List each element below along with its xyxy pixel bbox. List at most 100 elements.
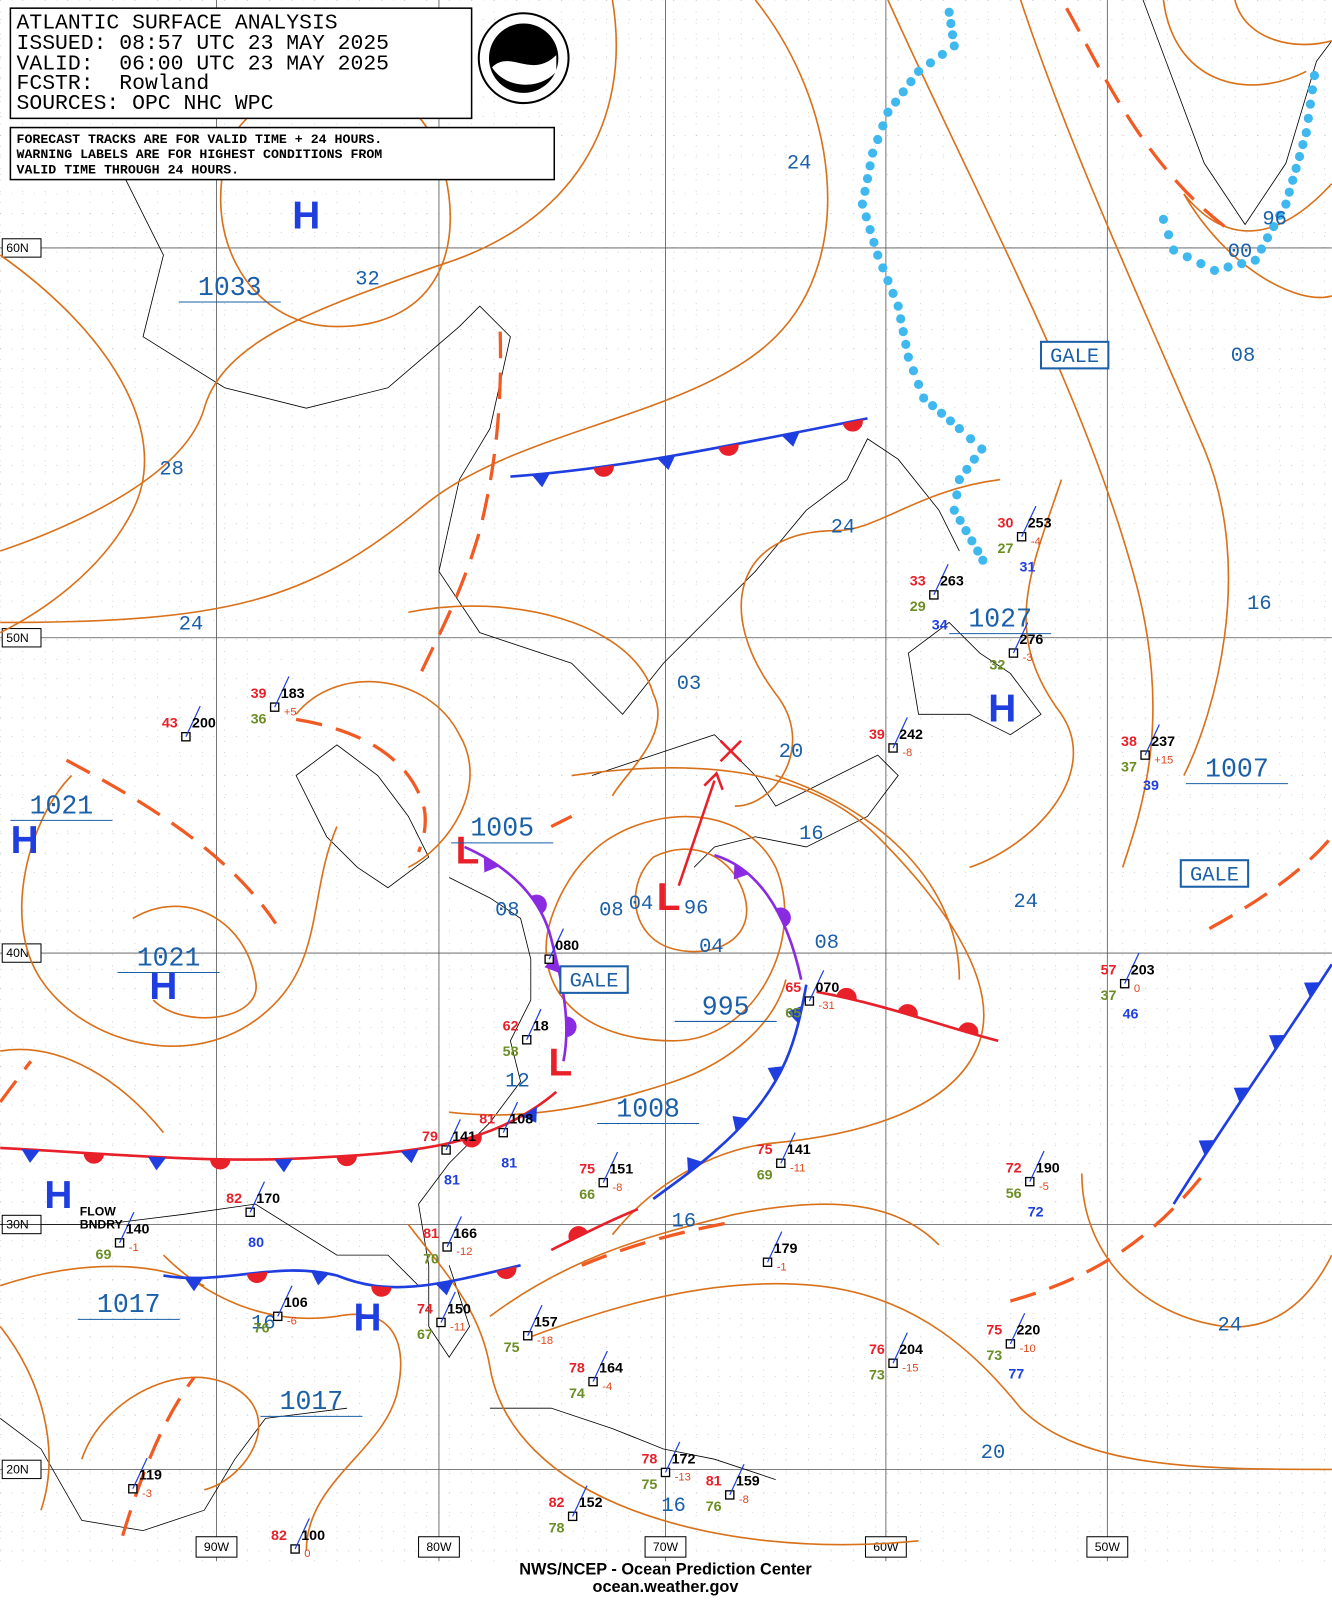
wind-barb (592, 1350, 608, 1382)
station-marker (776, 1158, 786, 1169)
ice-dot (1288, 175, 1298, 185)
ice-dot (860, 186, 870, 196)
pressure-center-symbol: H (11, 819, 39, 862)
front-symbol (958, 1022, 979, 1036)
wind-barb (892, 1332, 908, 1364)
isobar-label: 16 (661, 1495, 685, 1518)
front-symbol (718, 443, 739, 456)
longitude-label-box (1086, 1536, 1129, 1558)
ice-dot (1275, 210, 1285, 220)
latitude-label: 20N (6, 1462, 28, 1476)
isobar-label: 20 (779, 741, 803, 764)
pressure-center-symbol: H (44, 1174, 72, 1217)
ice-dot (1182, 252, 1192, 262)
station-value: 31 (1020, 559, 1036, 575)
station-temperature: 38 (1121, 734, 1137, 750)
ice-dot (947, 30, 958, 40)
ice-dot (883, 276, 893, 286)
station-pressure: 242 (899, 727, 923, 743)
station-pressure: 164 (599, 1360, 623, 1376)
pressure-label: 1021 (137, 943, 201, 973)
front-symbol (531, 473, 551, 488)
station-tendency: -31 (819, 1000, 835, 1012)
front-symbol (842, 419, 863, 432)
ice-dot (878, 263, 888, 273)
ice-dot (1298, 139, 1308, 150)
station-tendency: -11 (450, 1322, 465, 1334)
ice-dot (906, 77, 916, 87)
pressure-center-symbol: H (354, 1297, 382, 1340)
header-forecaster: FCSTR: Rowland (17, 72, 210, 96)
header-box: ATLANTIC SURFACE ANALYSIS ISSUED: 08:57 … (9, 7, 570, 181)
station-value: 72 (1028, 1204, 1044, 1220)
front-symbol (544, 955, 560, 974)
front-symbol (83, 1152, 105, 1164)
wind-barb (277, 1285, 293, 1317)
wind-barb (440, 1291, 456, 1323)
station-temperature: 57 (1101, 962, 1117, 978)
ice-dot (868, 148, 878, 158)
front-symbol (147, 1156, 167, 1171)
wind-barb (892, 717, 908, 749)
longitude-label-box (644, 1536, 687, 1558)
station-tendency: -3 (1023, 652, 1033, 664)
header-valid: VALID: 06:00 UTC 23 MAY 2025 (17, 52, 390, 76)
front-symbol (1198, 1140, 1215, 1156)
latitude-label: 50N (6, 631, 28, 645)
station-tendency: -11 (790, 1162, 805, 1174)
ice-dot (967, 536, 977, 546)
warning-label: GALE (570, 971, 619, 994)
station-dewpoint: 69 (757, 1168, 773, 1184)
wind-barb (294, 1518, 310, 1550)
station-pressure: 140 (126, 1222, 150, 1238)
station-marker (888, 743, 898, 753)
station-marker (544, 954, 554, 964)
ice-dot (1291, 163, 1301, 173)
longitude-label: 70W (653, 1540, 679, 1554)
ice-dot (954, 423, 964, 434)
latitude-label-box (1, 628, 42, 648)
ice-dot (1262, 233, 1273, 243)
station-tendency: -15 (902, 1362, 918, 1374)
isobar-label: 08 (814, 932, 838, 955)
wind-barb (933, 564, 949, 596)
front-symbol (897, 1004, 918, 1018)
station-tendency: -13 (675, 1472, 691, 1484)
ice-dot (1281, 199, 1291, 209)
station-value: 34 (932, 618, 948, 634)
front-symbol (1233, 1087, 1250, 1103)
wind-barb (446, 1216, 462, 1248)
ice-dot (1305, 99, 1315, 109)
isobar-label: 08 (599, 899, 623, 922)
ice-dot (873, 134, 883, 145)
ice-dot (1223, 262, 1233, 272)
ice-dot (883, 107, 893, 117)
station-dewpoint: 76 (706, 1499, 722, 1515)
station-temperature: 82 (549, 1495, 565, 1511)
station-dewpoint: 73 (869, 1368, 885, 1384)
station-dewpoint: 37 (1121, 759, 1137, 775)
isobar-label: 04 (699, 936, 723, 959)
front-symbol (461, 1134, 482, 1148)
pressure-label: 1008 (616, 1094, 680, 1124)
ice-dot (862, 173, 873, 184)
front-symbol (531, 894, 547, 914)
note-line: WARNING LABELS ARE FOR HIGHEST CONDITION… (17, 147, 383, 162)
warning-box (559, 965, 629, 994)
longitude-label: 90W (204, 1540, 230, 1554)
latitude-label-box (1, 1459, 42, 1480)
ice-dot (1196, 259, 1206, 269)
boundary-label: BNDRY (80, 1218, 123, 1232)
station-value: 81 (444, 1173, 460, 1189)
isobar-label: 16 (251, 1313, 275, 1336)
ice-dot (898, 87, 908, 97)
longitude-label-box (864, 1536, 907, 1558)
longitude-label-box (195, 1536, 238, 1558)
wind-barb (526, 1008, 542, 1041)
header-sources: SOURCES: OPC NHC WPC (17, 92, 274, 116)
ice-dot (898, 327, 908, 337)
ice-dot (946, 18, 956, 29)
station-temperature: 75 (757, 1142, 773, 1158)
station-dewpoint: 74 (569, 1386, 585, 1402)
warning-box (1179, 859, 1250, 888)
